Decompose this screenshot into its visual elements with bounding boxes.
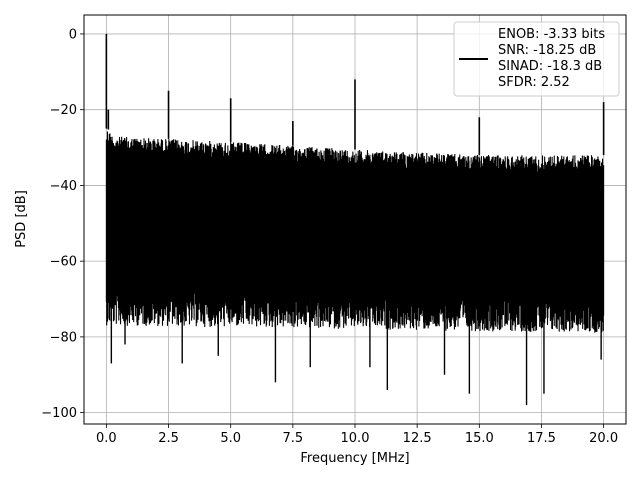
x-tick-label: 5.0 (220, 431, 241, 446)
x-tick-label: 0.0 (96, 431, 117, 446)
y-axis-label: PSD [dB] (14, 190, 29, 248)
x-tick-label: 17.5 (527, 431, 556, 446)
legend-box (453, 21, 620, 97)
x-tick-label: 12.5 (403, 431, 432, 446)
y-tick-label: −80 (50, 330, 77, 345)
y-tick-label: −40 (50, 179, 77, 194)
y-tick-label: −60 (50, 255, 77, 270)
y-tick-label: −100 (41, 406, 77, 421)
y-tick-label: −20 (50, 103, 77, 118)
axis-ticks: 0.0 2.5 5.0 7.5 10.0 12.5 15.0 17.5 20.0 0 −20 −40 −… (41, 27, 618, 446)
x-axis-label: Frequency [MHz] (300, 451, 409, 466)
legend-snr: SNR: -18.25 dB (498, 43, 596, 58)
psd-trace (105, 131, 605, 333)
legend-sinad: SINAD: -18.3 dB (498, 59, 602, 74)
y-tick-label: 0 (69, 27, 77, 42)
x-tick-label: 15.0 (465, 431, 494, 446)
psd-series (105, 33, 605, 406)
legend-enob: ENOB: -3.33 bits (498, 27, 605, 42)
legend-sfdr: SFDR: 2.52 (498, 75, 570, 90)
x-tick-label: 2.5 (158, 431, 179, 446)
x-tick-label: 10.0 (341, 431, 370, 446)
x-tick-label: 7.5 (283, 431, 304, 446)
legend: ENOB: -3.33 bits SNR: -18.25 dB SINAD: -… (453, 21, 620, 97)
x-tick-label: 20.0 (589, 431, 618, 446)
